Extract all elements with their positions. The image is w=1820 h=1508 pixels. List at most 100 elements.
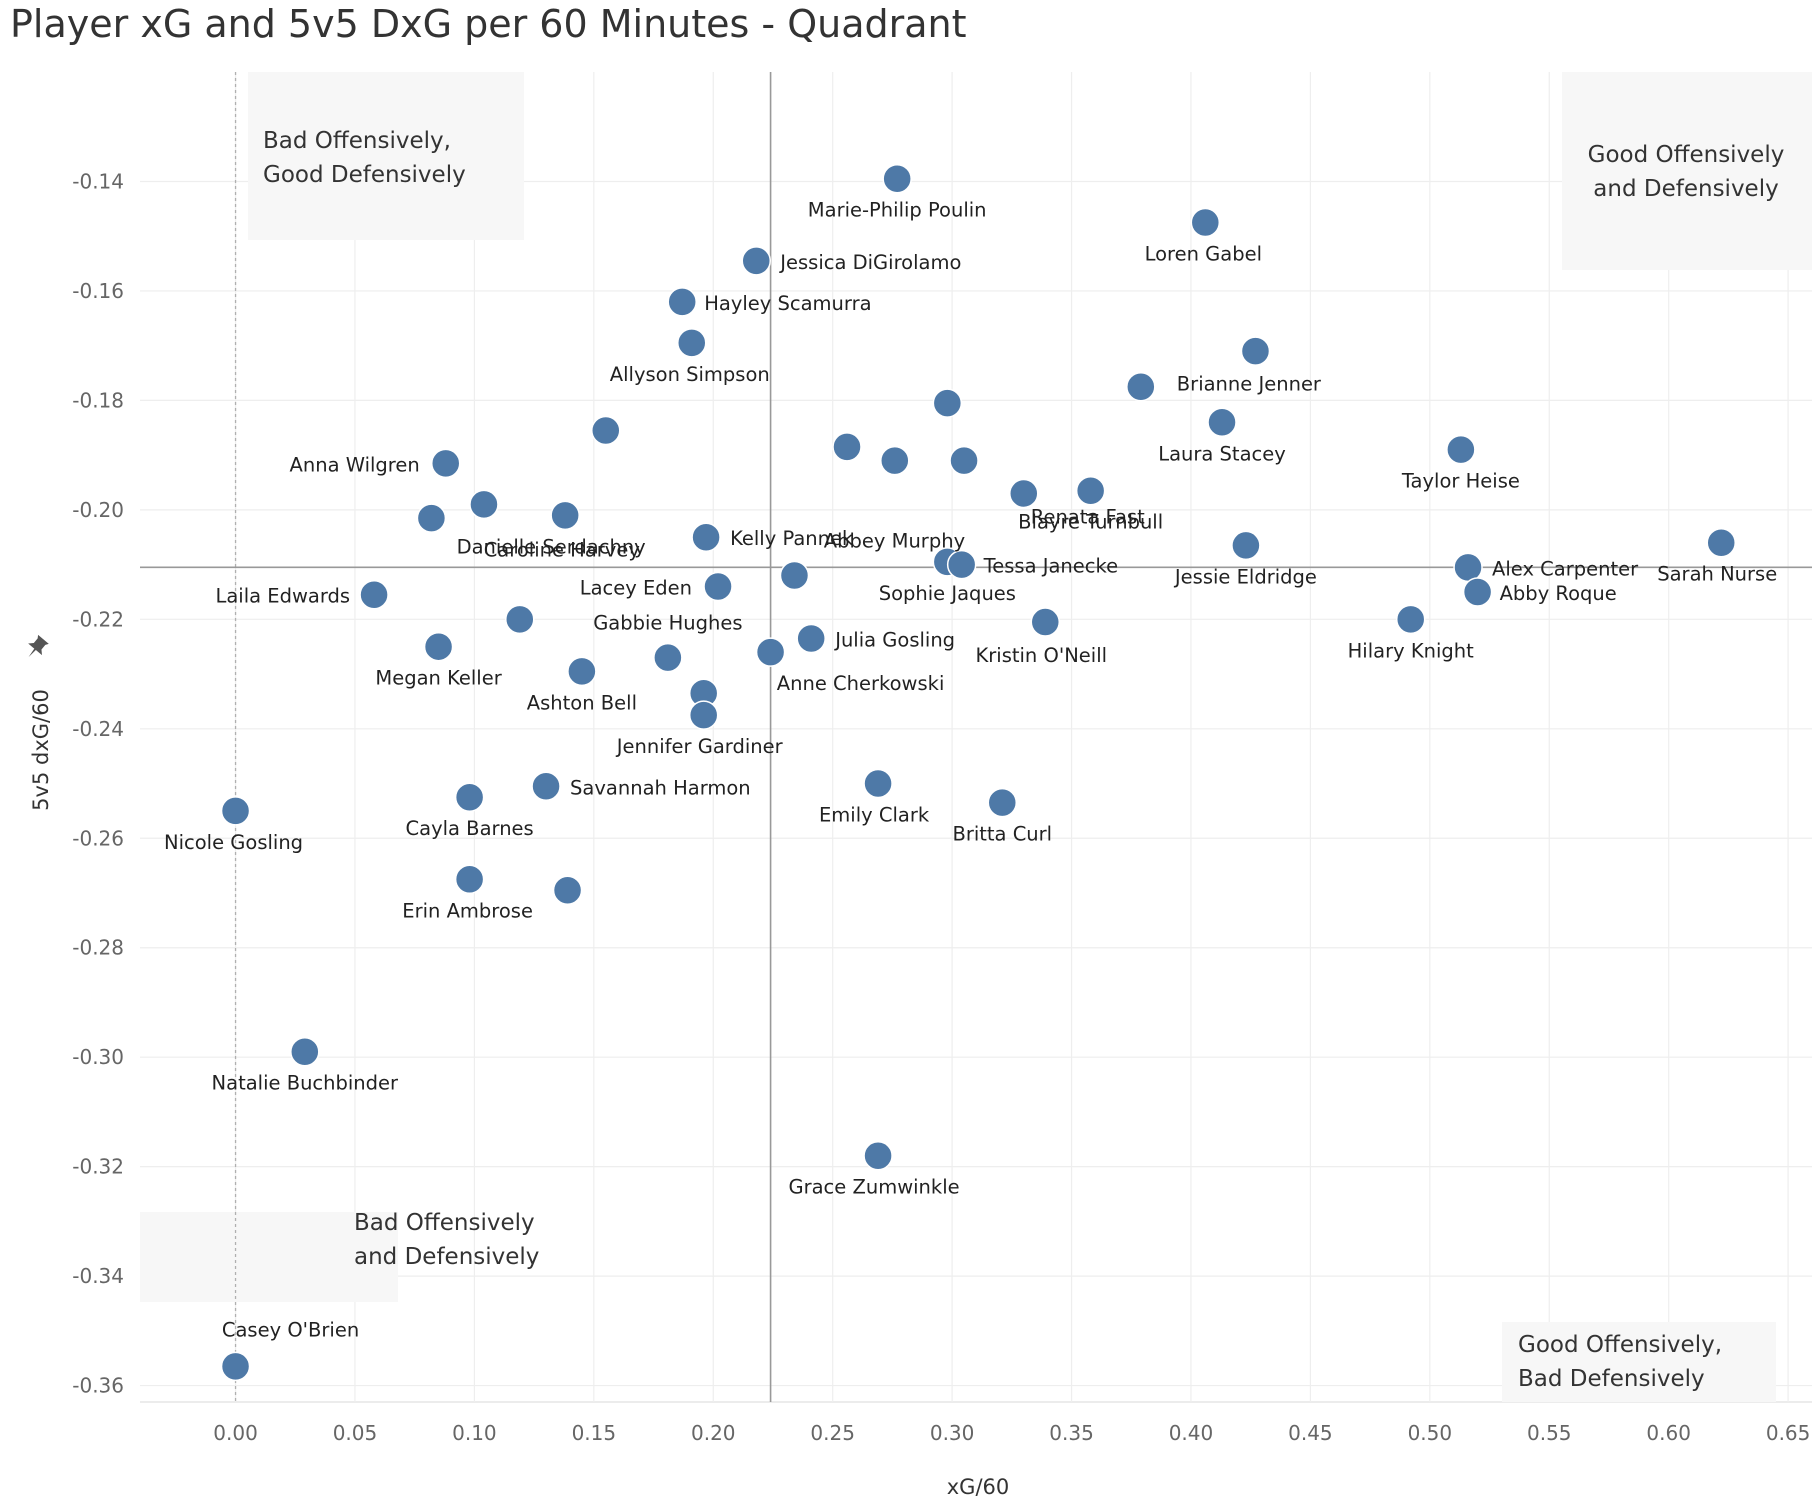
point-label: Julia Gosling	[833, 628, 955, 651]
data-point[interactable]	[677, 328, 707, 358]
x-tick-label: 0.35	[1049, 1421, 1094, 1445]
data-point[interactable]	[691, 522, 721, 552]
data-point[interactable]	[653, 642, 683, 673]
y-tick-label: -0.34	[72, 1264, 124, 1288]
point-label: Alex Carpenter	[1492, 557, 1639, 580]
data-point[interactable]	[505, 604, 535, 635]
data-point[interactable]	[430, 448, 461, 479]
data-point[interactable]	[1453, 552, 1483, 583]
data-point[interactable]	[591, 415, 621, 446]
data-point[interactable]	[1009, 478, 1039, 509]
point-label: Caroline Harvey	[484, 538, 640, 561]
data-point[interactable]	[932, 388, 963, 418]
point-label: Savannah Harmon	[570, 776, 751, 799]
quadrant-box-top-right	[1562, 72, 1812, 270]
axis-ticks: 0.00 0.05 0.10 0.15 0.20 0.25 0.30 0.35 0.40 0.45…	[72, 169, 1810, 1445]
data-point[interactable]	[863, 768, 893, 799]
data-point[interactable]	[454, 864, 485, 895]
data-point[interactable]	[454, 782, 485, 812]
data-point[interactable]	[1706, 527, 1736, 558]
y-tick-label: -0.18	[72, 388, 124, 412]
x-tick-label: 0.20	[691, 1421, 736, 1445]
point-label: Taylor Heise	[1401, 470, 1520, 493]
point-label: Renata Fast	[1031, 505, 1145, 528]
point-label: Laura Stacey	[1158, 442, 1286, 465]
data-point[interactable]	[1231, 530, 1261, 561]
x-tick-label: 0.00	[213, 1421, 258, 1445]
data-point[interactable]	[552, 875, 583, 906]
data-point[interactable]	[946, 549, 977, 580]
quadrant-boxes	[140, 72, 1812, 1402]
data-point[interactable]	[667, 287, 697, 317]
data-point[interactable]	[796, 623, 826, 654]
data-point[interactable]	[688, 700, 719, 730]
point-label: Ashton Bell	[527, 691, 637, 714]
grid-lines	[140, 72, 1812, 1403]
point-label: Hayley Scamurra	[704, 292, 871, 315]
point-label: Marie-Philip Poulin	[808, 199, 987, 222]
data-point[interactable]	[1446, 434, 1476, 465]
data-point[interactable]	[1395, 604, 1426, 635]
quadrant-box-top-left	[248, 72, 524, 240]
point-label: Jessie Eldridge	[1173, 565, 1317, 588]
data-point[interactable]	[1190, 207, 1221, 238]
data-point[interactable]	[220, 1351, 251, 1382]
point-label: Anne Cherkowski	[777, 672, 945, 695]
data-point[interactable]	[987, 787, 1018, 818]
data-point[interactable]	[416, 503, 447, 533]
point-label: Gabbie Hughes	[593, 612, 742, 635]
data-point[interactable]	[882, 163, 912, 194]
data-point[interactable]	[1207, 407, 1237, 438]
y-tick-label: -0.24	[72, 717, 124, 741]
data-point[interactable]	[1240, 336, 1271, 366]
y-tick-label: -0.32	[72, 1155, 124, 1179]
point-labels: Marie-Philip Poulin Loren Gabel Jessica Di…	[164, 199, 1777, 1342]
data-points[interactable]	[220, 163, 1736, 1382]
x-tick-label: 0.10	[452, 1421, 497, 1445]
point-label: Laila Edwards	[215, 585, 350, 608]
data-point[interactable]	[949, 445, 979, 476]
data-point[interactable]	[755, 637, 786, 667]
data-point[interactable]	[567, 656, 597, 687]
x-tick-label: 0.60	[1646, 1421, 1691, 1445]
point-label: Sarah Nurse	[1657, 563, 1777, 586]
data-point[interactable]	[832, 432, 862, 462]
point-label: Hilary Knight	[1348, 639, 1475, 662]
data-point[interactable]	[220, 796, 251, 826]
point-label: Casey O'Brien	[222, 1318, 359, 1341]
point-label: Jessica DiGirolamo	[778, 251, 961, 274]
quadrant-label-bottom-right: Bad Defensively	[1518, 1366, 1705, 1392]
quadrant-label-top-left: Good Defensively	[263, 162, 466, 188]
data-point[interactable]	[703, 571, 733, 602]
point-label: Natalie Buchbinder	[212, 1072, 400, 1095]
data-point[interactable]	[531, 771, 561, 802]
quadrant-labels: Bad Offensively, Good Defensively Good Off…	[263, 128, 1784, 1392]
point-label: Nicole Gosling	[164, 831, 303, 854]
data-point[interactable]	[550, 500, 580, 531]
point-label: Emily Clark	[819, 804, 930, 827]
data-point[interactable]	[359, 579, 389, 610]
x-tick-label: 0.45	[1288, 1421, 1333, 1445]
pin-icon[interactable]	[22, 634, 51, 663]
data-point[interactable]	[290, 1036, 320, 1067]
y-tick-label: -0.14	[72, 169, 124, 193]
data-point[interactable]	[880, 445, 910, 476]
point-label: Lacey Eden	[580, 576, 692, 599]
data-point[interactable]	[741, 246, 772, 276]
data-point[interactable]	[779, 560, 810, 591]
data-point[interactable]	[1126, 371, 1156, 402]
chart-title: Player xG and 5v5 DxG per 60 Minutes - Q…	[10, 2, 967, 46]
y-tick-label: -0.26	[72, 826, 124, 850]
y-tick-label: -0.16	[72, 279, 124, 303]
data-point[interactable]	[469, 489, 499, 520]
data-point[interactable]	[1075, 475, 1106, 506]
data-point[interactable]	[1030, 607, 1061, 637]
y-tick-label: -0.28	[72, 936, 124, 960]
point-label: Anna Wilgren	[290, 453, 420, 476]
data-point[interactable]	[1462, 577, 1493, 607]
data-point[interactable]	[863, 1140, 893, 1171]
point-label: Danielle Serdachny	[457, 535, 646, 558]
point-label: Loren Gabel	[1145, 243, 1262, 266]
data-point[interactable]	[423, 631, 454, 662]
